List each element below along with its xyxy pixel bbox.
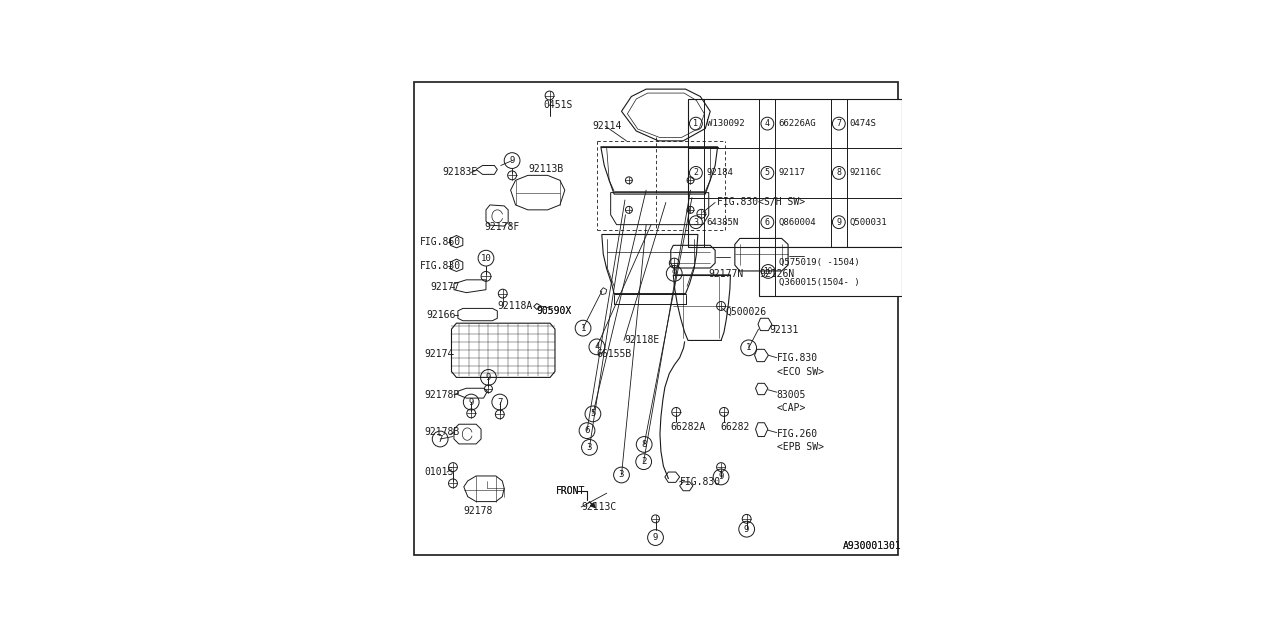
Text: 8: 8 bbox=[641, 440, 646, 449]
Text: 92118A: 92118A bbox=[498, 301, 532, 311]
Text: 66226AG: 66226AG bbox=[778, 119, 815, 128]
Text: 9: 9 bbox=[653, 533, 658, 542]
Text: 90590X: 90590X bbox=[536, 307, 571, 316]
Text: 92177: 92177 bbox=[430, 282, 460, 292]
Text: 9: 9 bbox=[744, 525, 749, 534]
Text: A930001301: A930001301 bbox=[844, 541, 902, 551]
Text: 3: 3 bbox=[694, 218, 699, 227]
Text: 5: 5 bbox=[590, 410, 595, 419]
Text: 92178F: 92178F bbox=[484, 221, 520, 232]
Text: 6: 6 bbox=[765, 218, 769, 227]
Text: <EPB SW>: <EPB SW> bbox=[777, 442, 824, 452]
Text: 92174: 92174 bbox=[425, 349, 453, 359]
Text: 66155B: 66155B bbox=[596, 349, 632, 359]
Text: 2: 2 bbox=[694, 168, 699, 177]
Text: 92126N: 92126N bbox=[759, 269, 795, 279]
Text: W130092: W130092 bbox=[707, 119, 745, 128]
Text: 92117: 92117 bbox=[778, 168, 805, 177]
Text: 9: 9 bbox=[836, 218, 841, 227]
Text: 10: 10 bbox=[764, 267, 773, 276]
Text: 92177N: 92177N bbox=[708, 269, 744, 279]
Text: 7: 7 bbox=[438, 435, 443, 444]
Text: 66282A: 66282A bbox=[671, 422, 705, 432]
Text: <ECO SW>: <ECO SW> bbox=[777, 367, 824, 378]
Text: 92113C: 92113C bbox=[581, 502, 617, 512]
Text: 92178: 92178 bbox=[463, 506, 493, 516]
Text: 0474S: 0474S bbox=[850, 119, 877, 128]
Text: 9: 9 bbox=[509, 156, 515, 165]
Text: 92116C: 92116C bbox=[850, 168, 882, 177]
Text: FRONT: FRONT bbox=[556, 486, 585, 496]
Text: 92114: 92114 bbox=[591, 121, 621, 131]
Text: FIG.830: FIG.830 bbox=[680, 477, 721, 487]
Text: <CAP>: <CAP> bbox=[777, 403, 806, 413]
Text: 2: 2 bbox=[641, 457, 646, 466]
Text: FIG.830: FIG.830 bbox=[420, 260, 461, 271]
Text: Q500026: Q500026 bbox=[726, 307, 767, 317]
Text: Q860004: Q860004 bbox=[778, 218, 815, 227]
Text: 9: 9 bbox=[672, 269, 677, 278]
Text: 92184: 92184 bbox=[707, 168, 733, 177]
Text: 92178B: 92178B bbox=[425, 427, 460, 436]
Text: 4: 4 bbox=[594, 342, 599, 351]
Bar bbox=[759, 247, 902, 296]
Text: 8: 8 bbox=[836, 168, 841, 177]
Text: Q575019( -1504): Q575019( -1504) bbox=[780, 258, 860, 267]
Text: 9: 9 bbox=[718, 472, 723, 481]
Text: 92183E: 92183E bbox=[442, 168, 477, 177]
Text: 4: 4 bbox=[765, 119, 769, 128]
Text: 10: 10 bbox=[480, 253, 492, 262]
Text: A930001301: A930001301 bbox=[844, 541, 902, 551]
Text: 1: 1 bbox=[746, 343, 751, 353]
Text: 6: 6 bbox=[585, 426, 590, 435]
Text: 5: 5 bbox=[765, 168, 769, 177]
Text: 90590X: 90590X bbox=[536, 307, 571, 316]
Text: 92113B: 92113B bbox=[529, 164, 563, 175]
Text: FIG.830<S/H SW>: FIG.830<S/H SW> bbox=[717, 198, 805, 207]
Text: FRONT: FRONT bbox=[556, 486, 585, 496]
Text: 9: 9 bbox=[486, 373, 492, 382]
Text: 64385N: 64385N bbox=[707, 218, 739, 227]
Text: 7: 7 bbox=[497, 397, 503, 406]
Text: 66282: 66282 bbox=[721, 422, 750, 432]
Text: 83005: 83005 bbox=[777, 390, 806, 399]
Text: 0451S: 0451S bbox=[543, 100, 572, 110]
Text: 9: 9 bbox=[468, 397, 474, 406]
Text: Q360015(1504- ): Q360015(1504- ) bbox=[780, 278, 860, 287]
Text: 1: 1 bbox=[580, 324, 586, 333]
Text: 92178P: 92178P bbox=[425, 390, 460, 399]
Text: FIG.830: FIG.830 bbox=[777, 353, 818, 363]
Text: 3: 3 bbox=[618, 470, 625, 479]
Text: 3: 3 bbox=[586, 443, 593, 452]
Text: 92131: 92131 bbox=[769, 324, 799, 335]
Text: 92166: 92166 bbox=[426, 310, 456, 320]
Text: 92118E: 92118E bbox=[623, 335, 659, 346]
Text: 1: 1 bbox=[694, 119, 699, 128]
Text: 7: 7 bbox=[836, 119, 841, 128]
Text: FIG.260: FIG.260 bbox=[777, 429, 818, 439]
Text: FIG.860: FIG.860 bbox=[420, 237, 461, 247]
Text: 0101S: 0101S bbox=[425, 467, 453, 477]
Bar bbox=[689, 99, 902, 247]
Text: Q500031: Q500031 bbox=[850, 218, 887, 227]
